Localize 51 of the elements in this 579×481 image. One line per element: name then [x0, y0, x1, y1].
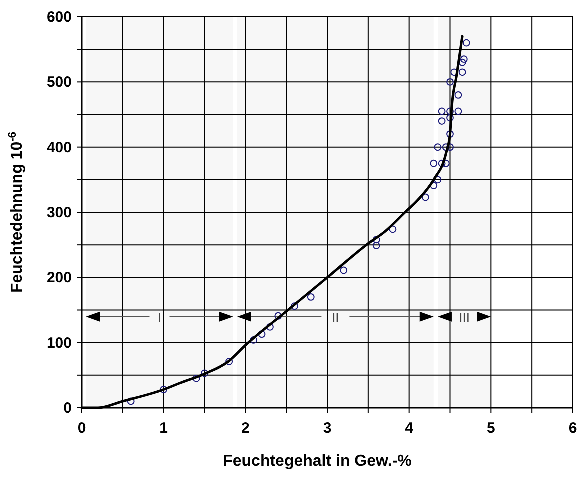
point	[226, 358, 233, 366]
y-tick-label: 500	[46, 74, 72, 92]
point	[434, 144, 442, 152]
point	[438, 160, 446, 168]
point	[446, 130, 454, 138]
point	[192, 374, 200, 382]
point	[430, 160, 438, 168]
point	[442, 144, 450, 152]
y-tick-label: 300	[46, 204, 72, 222]
point	[458, 68, 466, 76]
point	[446, 108, 454, 116]
x-tick-label: 0	[78, 420, 86, 437]
x-tick-label: 3	[323, 420, 332, 437]
point	[434, 176, 442, 184]
y-tick-label: 200	[46, 270, 72, 287]
point	[422, 194, 430, 202]
point	[250, 336, 258, 344]
point	[454, 92, 462, 99]
x-tick-label: 1	[160, 420, 168, 437]
point	[446, 78, 454, 86]
x-tick-label: 4	[405, 420, 414, 437]
point	[438, 118, 446, 125]
band-label: III	[459, 310, 470, 325]
y-tick-label: 0	[64, 400, 72, 417]
point	[291, 302, 298, 310]
point	[340, 266, 348, 274]
point	[454, 108, 462, 116]
point	[274, 312, 282, 320]
band-label: I	[158, 310, 162, 325]
point	[460, 56, 468, 64]
point	[307, 294, 315, 301]
point	[160, 386, 168, 394]
point	[266, 323, 274, 331]
point	[462, 39, 470, 47]
point	[372, 236, 380, 244]
point	[458, 58, 466, 66]
point	[446, 114, 454, 122]
point	[201, 370, 208, 378]
point	[389, 226, 397, 234]
x-axis-title: Feuchtegehalt in Gew.-%	[223, 453, 412, 470]
y-tick-label: 400	[46, 139, 72, 156]
point	[446, 144, 454, 152]
y-tick-label: 100	[46, 334, 72, 352]
point	[438, 108, 446, 116]
point	[372, 242, 380, 250]
x-tick-label: 5	[486, 420, 496, 437]
point	[127, 398, 135, 406]
y-tick-label: 600	[46, 9, 72, 26]
x-tick-label: 2	[241, 420, 250, 437]
x-tick-label: 6	[568, 420, 578, 437]
band-label: II	[332, 310, 340, 325]
